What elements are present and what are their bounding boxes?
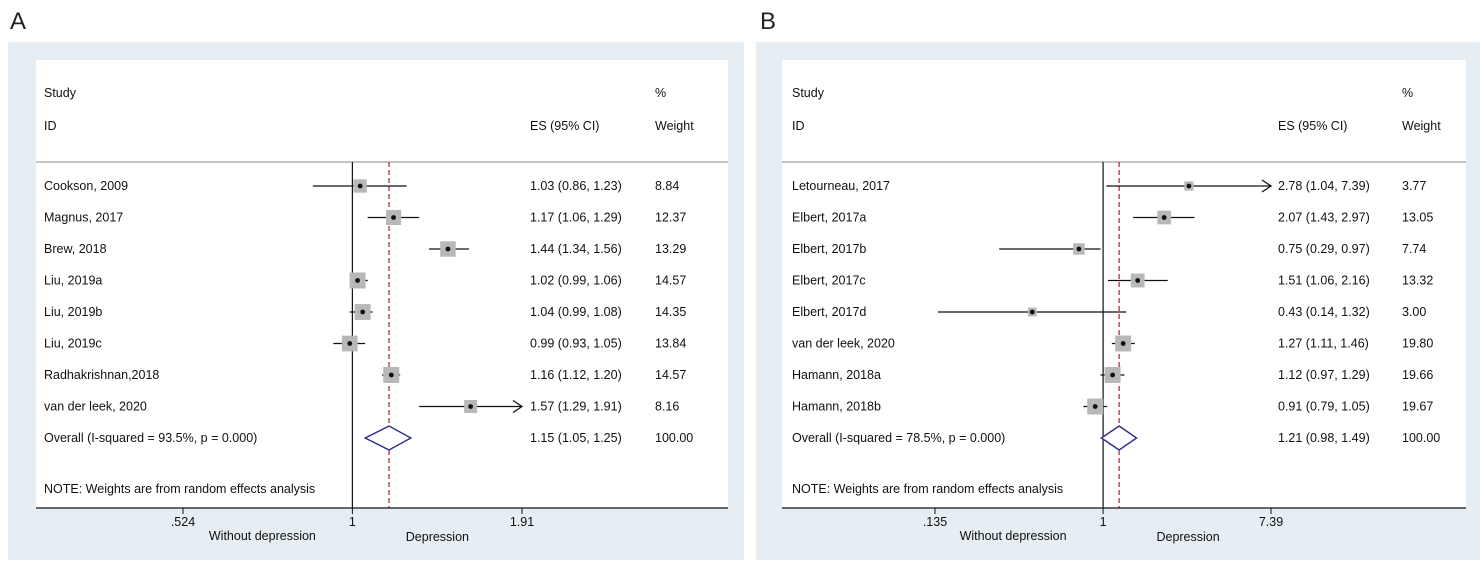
panel-b-study-label: Letourneau, 2017 [792,179,890,193]
panel-a-header-es: ES (95% CI) [530,119,599,133]
panel-b-study-es: 2.07 (1.43, 2.97) [1278,211,1370,225]
panel-a-study-label: Liu, 2019c [44,337,102,351]
panel-a-letter: A [10,8,27,35]
panel-a-study-label: Liu, 2019a [44,274,102,288]
panel-b-study-label: Elbert, 2017c [792,274,866,288]
panel-b-point-estimate [1076,246,1082,252]
panel-b-study-weight: 19.80 [1402,337,1433,351]
panel-a-point-estimate [388,372,394,378]
panel-a-study-weight: 14.57 [655,274,686,288]
panel-a-overall-diamond [363,425,413,451]
panel-b-study-es: 0.75 (0.29, 0.97) [1278,242,1370,256]
panel-a-study-es: 1.57 (1.29, 1.91) [530,400,622,414]
panel-b-study-label: Elbert, 2017d [792,305,866,319]
panel-a-study-weight: 8.16 [655,400,679,414]
panel-b-letter: B [760,8,777,35]
panel-a-study-es: 1.02 (0.99, 1.06) [530,274,622,288]
panel-b-study-weight: 19.67 [1402,400,1433,414]
panel-b-study-es: 2.78 (1.04, 7.39) [1278,179,1370,193]
panel-b-study-label: Elbert, 2017b [792,242,866,256]
panel-b-header-study: Study [792,86,825,100]
panel-a-study-label: Brew, 2018 [44,242,107,256]
panel-b-overall-diamond [1100,425,1138,451]
panel-b-study-weight: 13.32 [1402,274,1433,288]
panel-b-study-label: van der leek, 2020 [792,337,895,351]
panel-a-study-es: 1.16 (1.12, 1.20) [530,368,622,382]
panel-b-study-weight: 19.66 [1402,368,1433,382]
panel-a-point-estimate [445,246,451,252]
panel-b-study-weight: 3.00 [1402,305,1426,319]
panel-a-study-es: 1.44 (1.34, 1.56) [530,242,622,256]
panel-a-ci-arrow [512,399,524,414]
panel-b-point-estimate [1161,215,1167,220]
panel-b-x-tick-label: 1 [1100,515,1107,529]
panel-b-study-es: 1.27 (1.11, 1.46) [1278,337,1369,351]
panel-a-study-label: Radhakrishnan,2018 [44,368,159,382]
panel-b-note: NOTE: Weights are from random effects an… [792,482,1063,496]
panel-a-study-es: 1.03 (0.86, 1.23) [530,179,622,193]
panel-b-study-weight: 13.05 [1402,211,1433,225]
panel-b-point-estimate [1092,404,1098,409]
panel-a-study-weight: 14.35 [655,305,686,319]
panel-a-study-es: 0.99 (0.93, 1.05) [530,337,622,351]
panel-b-x-tick-label: .135 [923,515,947,529]
panel-a-point-estimate [355,278,360,283]
panel-b-study-es: 1.51 (1.06, 2.16) [1278,274,1370,288]
panel-b-study-es: 0.91 (0.79, 1.05) [1278,400,1370,414]
panel-b-study-label: Hamann, 2018b [792,400,881,414]
panel-b-header-weight: Weight [1402,119,1441,133]
panel-a-header-id: ID [44,119,57,133]
panel-a-point-estimate [468,404,474,409]
panel-b-study-es: 0.43 (0.14, 1.32) [1278,305,1370,319]
panel-b-study-label: Elbert, 2017a [792,211,866,225]
panel-a-study-weight: 8.84 [655,179,679,193]
panel-a-point-estimate [360,309,366,315]
panel-a-axis-label-left: Without depression [209,529,316,543]
panel-b-ci-arrow [1261,179,1273,193]
panel-a-study-label: Liu, 2019b [44,305,102,319]
panel-b-study-weight: 3.77 [1402,179,1426,193]
panel-b-overall-weight: 100.00 [1402,431,1440,445]
panel-a-overall-weight: 100.00 [655,431,693,445]
panel-a-note: NOTE: Weights are from random effects an… [44,482,315,496]
panel-b-header-id: ID [792,119,805,133]
panel-b-x-tick-label: 7.39 [1259,515,1283,529]
panel-b-point-estimate [1029,309,1035,315]
panel-a-x-tick-label: 1.91 [510,515,534,529]
panel-a-study-weight: 13.84 [655,337,686,351]
panel-b-header-es: ES (95% CI) [1278,119,1347,133]
panel-a-study-label: van der leek, 2020 [44,400,147,414]
panel-a-x-tick-label: .524 [171,515,195,529]
panel-b-point-estimate [1186,183,1192,189]
panel-a-study-label: Magnus, 2017 [44,211,123,225]
panel-a-study-es: 1.04 (0.99, 1.08) [530,305,622,319]
panel-a-header-percent: % [655,86,666,100]
panel-a-axis-label-right: Depression [406,530,469,544]
panel-a-header-weight: Weight [655,119,694,133]
panel-a-study-weight: 13.29 [655,242,686,256]
panel-a-point-estimate [357,183,363,189]
panel-b-study-weight: 7.74 [1402,242,1426,256]
panel-b-point-estimate [1120,341,1126,346]
panel-b-overall-es: 1.21 (0.98, 1.49) [1278,431,1370,445]
panel-a-study-es: 1.17 (1.06, 1.29) [530,211,622,225]
panel-a-point-estimate [391,215,396,220]
panel-b-header-percent: % [1402,86,1413,100]
panel-a-study-weight: 12.37 [655,211,686,225]
panel-b-point-estimate [1135,278,1141,283]
panel-b-axis-label-right: Depression [1156,530,1219,544]
panel-b-point-estimate [1110,372,1116,378]
panel-a-x-tick-label: 1 [349,515,356,529]
panel-a-study-label: Cookson, 2009 [44,179,128,193]
panel-b-overall-label: Overall (I-squared = 78.5%, p = 0.000) [792,431,1005,445]
panel-b-study-label: Hamann, 2018a [792,368,881,382]
panel-b-study-es: 1.12 (0.97, 1.29) [1278,368,1370,382]
panel-b-axis-label-left: Without depression [960,529,1067,543]
panel-a-study-weight: 14.57 [655,368,686,382]
panel-a-header-study: Study [44,86,77,100]
panel-a-overall-label: Overall (I-squared = 93.5%, p = 0.000) [44,431,257,445]
panel-a-overall-es: 1.15 (1.05, 1.25) [530,431,622,445]
panel-a-point-estimate [347,341,353,346]
